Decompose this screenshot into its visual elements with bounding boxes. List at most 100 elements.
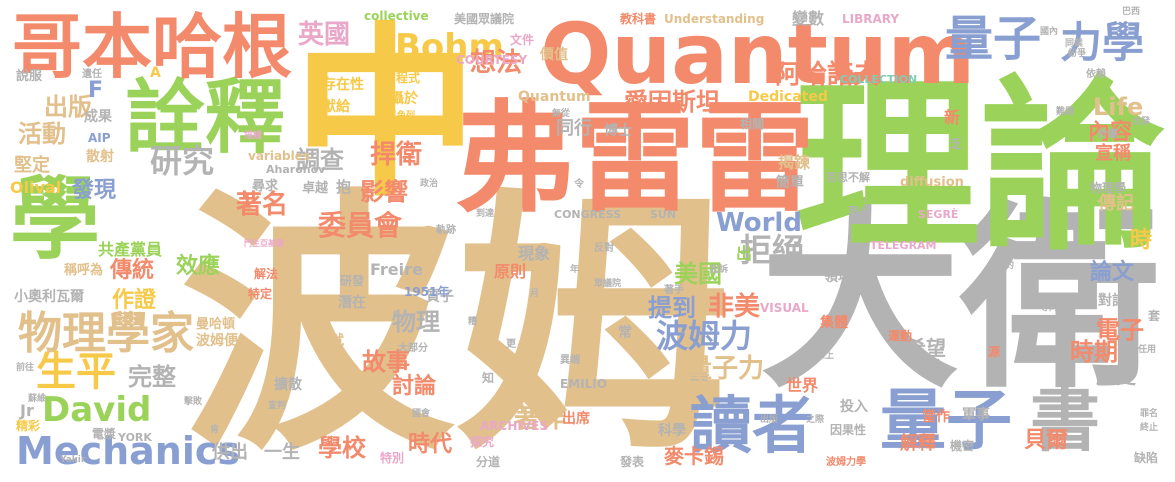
word-mention: 提到 — [648, 294, 696, 322]
word-research: 研究 — [150, 142, 215, 180]
word-defend: 捍衛 — [370, 140, 423, 170]
word-heresy: 異端 — [560, 355, 580, 366]
word-splendid: 精彩 — [16, 419, 41, 433]
word-activity: 活動 — [18, 120, 66, 148]
word-life-en: Life — [1093, 93, 1144, 121]
word-olival-jr: 小奧利瓦爾 — [14, 289, 84, 305]
word-seek: 尋求 — [252, 179, 279, 194]
word-aip: AIP — [88, 131, 111, 145]
word-electron: 電子 — [1096, 316, 1144, 344]
word-israel: 以色列 — [388, 111, 416, 121]
word-visual: VISUAL — [760, 301, 809, 315]
word-freire-en: Freire — [370, 260, 423, 279]
word-bohm-en: Bohm — [395, 27, 504, 67]
word-1951: 1951年 — [404, 285, 450, 299]
word-refuse-yakir: Yakir — [60, 455, 86, 465]
word-manhattan: 曼哈頓 — [196, 317, 236, 332]
word-physics: 物理 — [392, 308, 440, 336]
word-content: 內容 — [1088, 120, 1133, 145]
word-domestic: 國內 — [1040, 27, 1059, 37]
word-resolve: 解決 — [816, 335, 835, 345]
word-physics-study: 物理學 — [1090, 181, 1127, 195]
word-related: 相關 — [740, 117, 765, 131]
word-unwilling: 肯 — [210, 425, 220, 435]
word-freire: 弗雷雷 — [455, 90, 815, 229]
word-quantum-zh-bottom: 量子 — [880, 382, 1012, 459]
word-quantum-force: 量子力 — [686, 354, 765, 384]
word-explain: 解釋 — [900, 433, 936, 454]
word-influence: 影響 — [360, 178, 408, 206]
word-physicist: 物理學家 — [18, 308, 194, 359]
word-complete: 完整 — [128, 363, 176, 391]
word-develop: 研發 — [340, 274, 365, 288]
word-bohm-mechanics: 波姆力學 — [826, 457, 866, 468]
word-defeat: 擊敗 — [184, 397, 203, 407]
word-soviet: 蘇維 — [28, 394, 47, 404]
word-depart: 出發 — [1132, 117, 1151, 127]
word-appoint: 遺任 — [82, 69, 102, 80]
word-sun: SUN — [650, 208, 677, 221]
word-plasma: 電漿 — [92, 427, 117, 441]
word-world-en: World — [716, 208, 802, 238]
word-part-ways: 分道 — [476, 455, 501, 469]
word-month: 月 — [530, 289, 540, 299]
word-existence: 存在性 — [322, 77, 364, 93]
word-usa: 美國 — [674, 260, 722, 288]
word-copenhagen: 哥本哈根 — [12, 6, 292, 88]
word-mechanics-zh: 力學 — [1060, 18, 1145, 67]
word-document: 文件 — [510, 33, 535, 47]
word-new: 新 — [944, 108, 961, 127]
word-collective-zh: 集體 — [820, 315, 848, 331]
word-communist: 共產黨員 — [98, 240, 163, 259]
word-taken-at: 攝於 — [390, 91, 418, 107]
word-defect: 缺陷 — [1134, 451, 1159, 465]
word-variables: variables — [248, 149, 311, 163]
word-proton: 質子 — [426, 289, 454, 305]
word-zhong: 中 — [293, 6, 478, 222]
word-us-house: 美國眾議院 — [454, 12, 515, 26]
word-testify: 作證 — [112, 288, 157, 313]
word-impossible: 無從 — [552, 109, 571, 119]
word-discuss: 討論 — [392, 374, 437, 399]
word-hope: 希望 — [906, 336, 946, 360]
word-year: 年 — [570, 265, 580, 275]
word-congress: CONGRESS — [554, 208, 621, 221]
word-phenomenon: 現象 — [518, 244, 551, 263]
word-bohm-force: 波姆力 — [656, 317, 753, 355]
word-york: YORK — [118, 431, 152, 444]
word-history: 歷史 — [1096, 364, 1136, 388]
word-most: 大部分 — [398, 343, 428, 354]
word-scatter: 散射 — [86, 149, 114, 165]
word-textbook: 教科書 — [620, 12, 657, 26]
word-oppose: 反對 — [594, 243, 614, 254]
word-politics: 政治 — [420, 179, 439, 189]
word-dedicated-en: Dedicated — [748, 89, 828, 105]
word-bohm-then: 波姆便 — [196, 333, 238, 349]
word-achievement: 成就 — [316, 333, 344, 349]
word-eminent: 卓越 — [302, 181, 329, 196]
word-rely: 依賴 — [1086, 69, 1106, 80]
word-theory: 理論 — [795, 59, 1165, 275]
word-order: 令 — [574, 179, 584, 190]
word-bell: 貝爾 — [1024, 428, 1069, 453]
word-interpretation: 詮釋 — [125, 71, 285, 164]
word-life: 生平 — [36, 349, 116, 395]
word-claim: 宣稱 — [1095, 143, 1131, 164]
word-variable: 變數 — [792, 9, 825, 28]
word-terminate: 終止 — [1140, 423, 1159, 433]
word-treat-as: 當作 — [922, 409, 950, 425]
word-trajectory: 軌跡 — [436, 225, 456, 236]
word-solution: 解法 — [254, 267, 279, 281]
word-hug: 抱 — [336, 178, 352, 196]
word-reader: 讀者 — [690, 389, 815, 462]
word-lifetime: 一生 — [264, 442, 300, 463]
word-more: 更 — [506, 339, 516, 350]
word-plan: 計畫 — [1098, 129, 1118, 140]
word-brazil: 巴西 — [1122, 7, 1141, 17]
word-devote: 投入 — [840, 399, 868, 415]
word-explore: 探究 — [470, 435, 495, 449]
word-named: 稱為 — [650, 101, 672, 114]
word-investigate: 調查 — [296, 146, 344, 174]
word-david-giant: 大衛 — [760, 183, 1161, 416]
